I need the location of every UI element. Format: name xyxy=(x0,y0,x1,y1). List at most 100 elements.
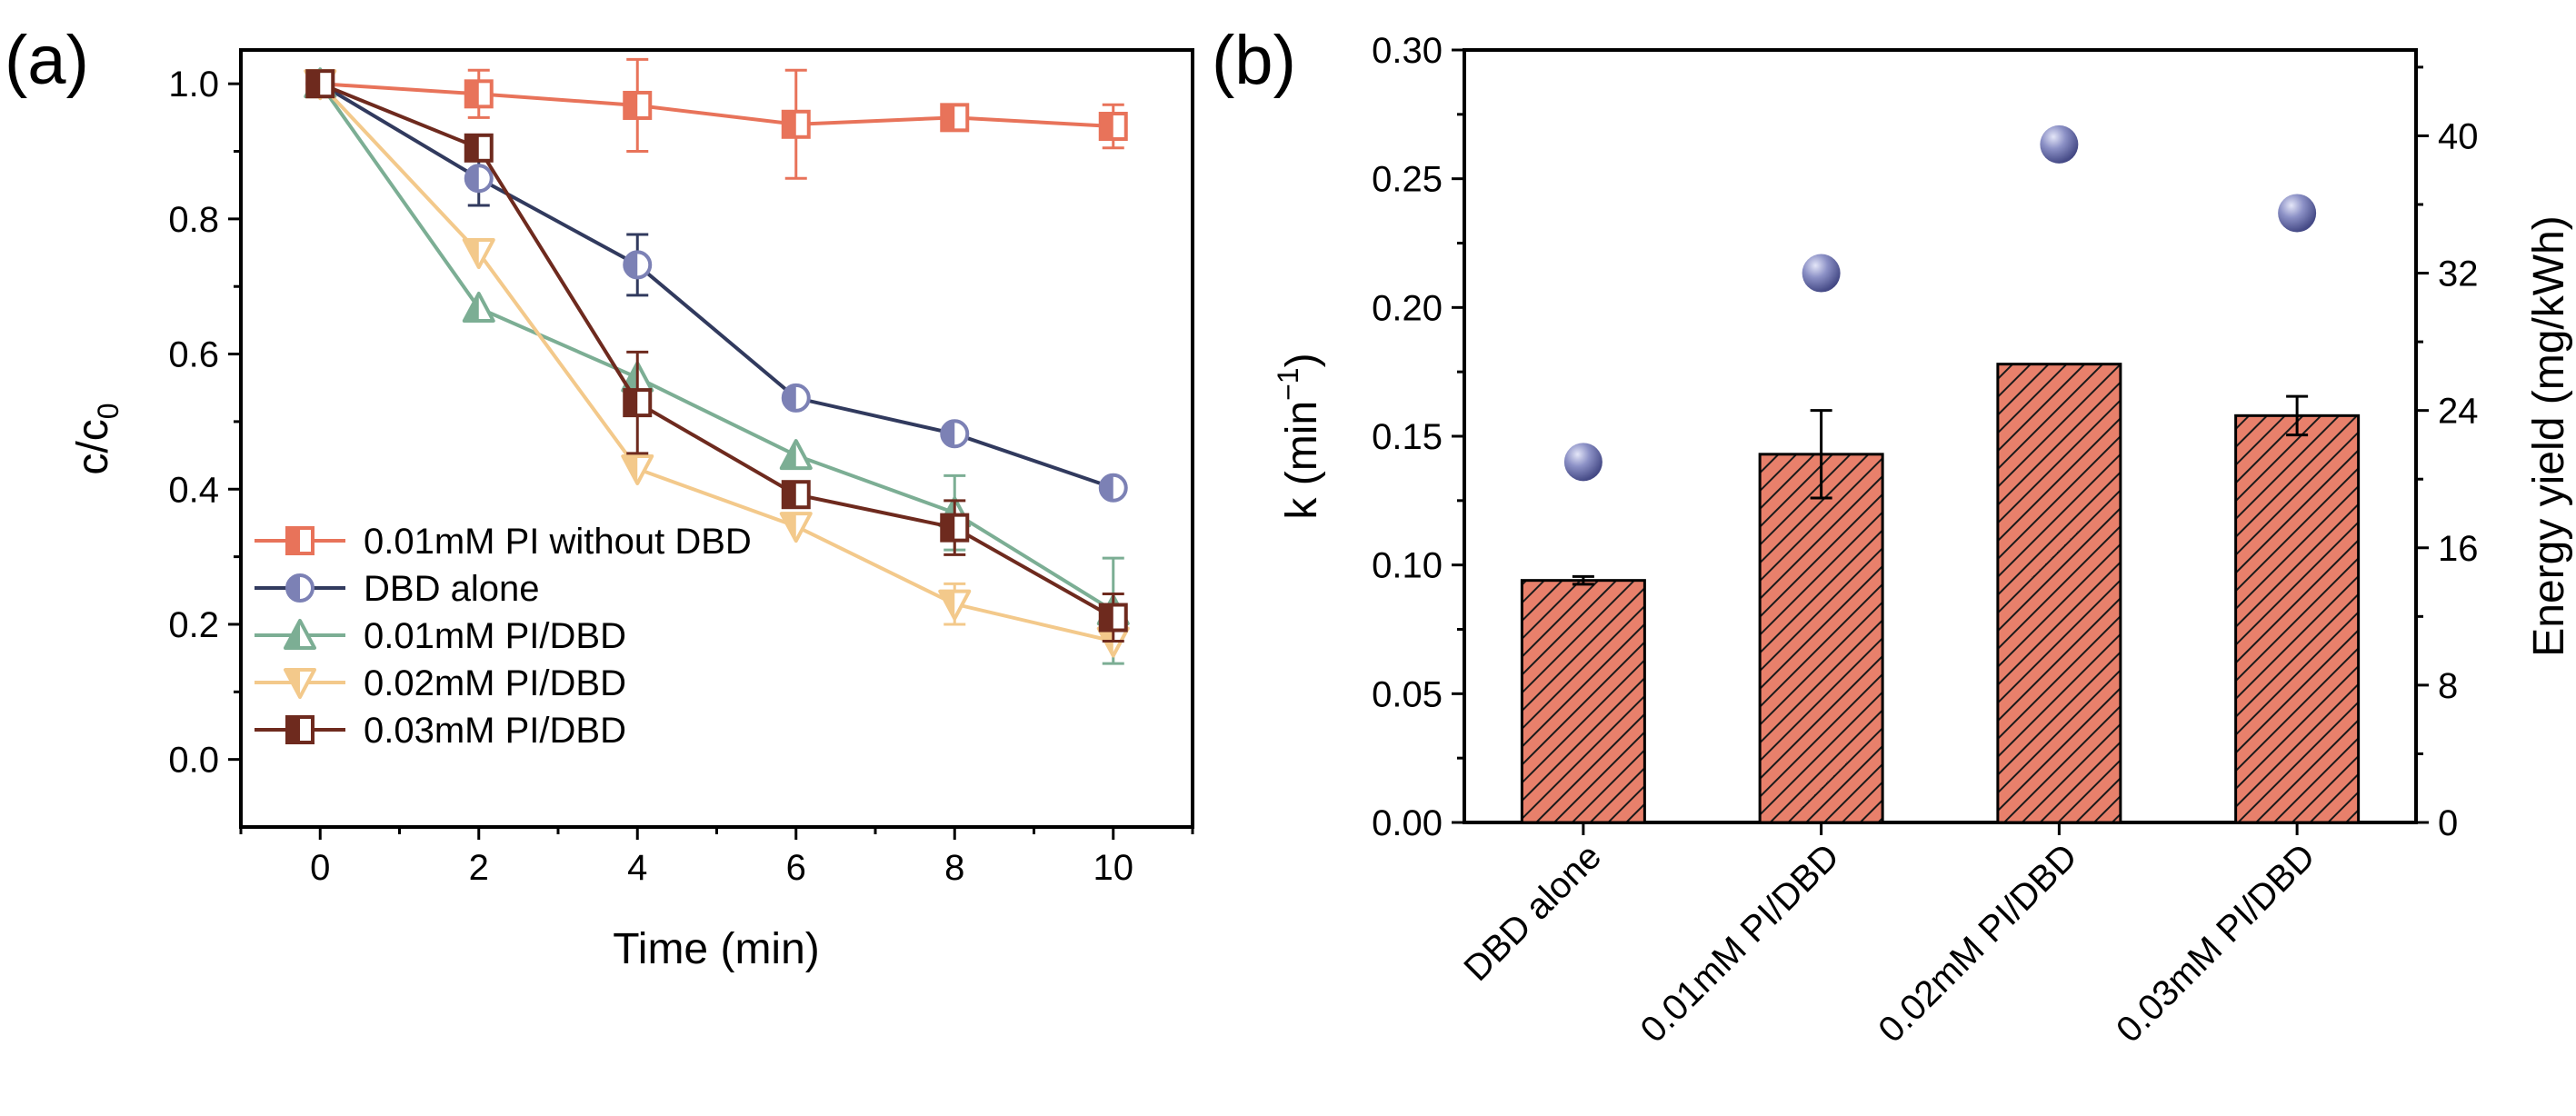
marker-square-half xyxy=(287,717,300,742)
marker-circle-half xyxy=(624,252,638,278)
chart-a-y-axis-label: c/c0 xyxy=(69,403,125,474)
chart-a-panel-label: (a) xyxy=(5,22,89,99)
x-tick-label: 0.03mM PI/DBD xyxy=(2109,836,2322,1050)
marker-circle-half xyxy=(783,384,796,411)
energy-yield-point xyxy=(1563,443,1603,482)
chart-b-right-y-axis-label: Energy yield (mg/kWh) xyxy=(2525,215,2573,656)
marker-square-half xyxy=(942,514,955,541)
left-y-tick-label: 0.15 xyxy=(1372,417,1443,457)
marker-square-half xyxy=(1100,114,1113,140)
marker-square-half xyxy=(307,71,321,97)
energy-yield-point xyxy=(2040,125,2079,164)
series-line xyxy=(320,82,1113,129)
y-tick-label: 0.4 xyxy=(168,470,219,510)
legend-item: 0.03mM PI/DBD xyxy=(255,711,626,751)
x-tick-label: 2 xyxy=(469,848,489,888)
marker-square-half xyxy=(783,111,796,137)
energy-yield-point xyxy=(2278,194,2317,233)
series-1 xyxy=(305,69,1128,503)
legend-label: 0.02mM PI/DBD xyxy=(364,663,626,703)
marker-square-half xyxy=(287,528,300,553)
marker-triangle-half xyxy=(285,621,300,648)
chart-b-left-y-label-end: ) xyxy=(1278,353,1326,367)
legend-item: 0.02mM PI/DBD xyxy=(255,663,626,703)
y-tick-label: 0.0 xyxy=(168,741,219,781)
chart-b: (b) k (min−1) Energy yield (mg/kWh) 0.00… xyxy=(1212,22,2573,1051)
marker-square-half xyxy=(942,105,955,131)
marker-square-half xyxy=(465,81,479,107)
marker-square-half xyxy=(1100,604,1113,631)
y-tick-label: 0.2 xyxy=(168,605,219,645)
x-tick-label: 4 xyxy=(627,848,647,888)
left-y-tick-label: 0.20 xyxy=(1372,288,1443,328)
legend-item: 0.01mM PI without DBD xyxy=(255,522,752,562)
marker-triangle-half xyxy=(285,670,300,697)
chart-a-x-ticks: 0 2 4 6 8 10 xyxy=(239,827,1194,888)
series-line xyxy=(318,83,1114,613)
k-bar xyxy=(1758,453,1884,824)
marker-square-half xyxy=(465,135,479,161)
marker-triangle-half xyxy=(464,240,479,268)
marker-square-half xyxy=(624,390,638,416)
energy-yield-point xyxy=(1802,254,1841,293)
chart-b-left-y-label-main: k (min xyxy=(1278,401,1326,520)
right-y-tick-label: 32 xyxy=(2438,254,2479,294)
legend-item: DBD alone xyxy=(255,569,539,609)
chart-a: (a) Time (min) c/c0 0 2 4 6 8 10 0.00.20.40.6… xyxy=(5,22,1194,973)
chart-a-y-ticks: 0.0 0.2 0.4 0.6 0.8 1.0 xyxy=(168,65,241,781)
y-tick-label: 0.8 xyxy=(168,200,219,240)
marker-circle-half xyxy=(942,421,955,447)
right-y-tick-label: 8 xyxy=(2438,666,2458,706)
marker-triangle-half xyxy=(781,513,796,542)
k-bar xyxy=(1520,579,1646,824)
marker-triangle-half xyxy=(940,591,955,619)
left-y-tick-label: 0.30 xyxy=(1372,31,1443,71)
series-line xyxy=(318,82,1114,643)
y-tick-label: 0.6 xyxy=(168,335,219,375)
k-bar xyxy=(1996,363,2122,824)
chart-a-x-axis-label: Time (min) xyxy=(613,925,820,973)
right-y-tick-label: 16 xyxy=(2438,529,2479,569)
chart-b-panel-label: (b) xyxy=(1212,22,1296,99)
series-0 xyxy=(305,57,1128,180)
x-tick-label: DBD alone xyxy=(1456,836,1609,989)
chart-b-energy-points xyxy=(1563,125,2317,482)
marker-triangle-half xyxy=(623,455,638,483)
chart-a-series xyxy=(304,57,1130,665)
x-tick-label: 0.01mM PI/DBD xyxy=(1633,836,1847,1050)
chart-a-y-axis-label-sub: 0 xyxy=(92,403,125,419)
marker-circle-half xyxy=(287,575,300,601)
chart-b-x-ticks: DBD alone 0.01mM PI/DBD 0.02mM PI/DBD 0.03m… xyxy=(1456,822,2322,1051)
chart-b-left-y-axis-label: k (min−1) xyxy=(1272,353,1326,519)
left-y-tick-label: 0.05 xyxy=(1372,674,1443,714)
series-line xyxy=(319,82,1114,620)
k-bar xyxy=(2234,414,2361,824)
right-y-tick-label: 24 xyxy=(2438,392,2479,432)
marker-square-half xyxy=(624,92,638,118)
right-y-tick-label: 40 xyxy=(2438,116,2479,156)
x-tick-label: 10 xyxy=(1093,848,1134,888)
marker-circle-half xyxy=(1100,474,1113,501)
x-tick-label: 6 xyxy=(786,848,806,888)
chart-a-y-axis-label-main: c/c xyxy=(69,419,117,474)
x-tick-label: 0.02mM PI/DBD xyxy=(1871,836,2084,1050)
legend-label: 0.01mM PI without DBD xyxy=(364,522,752,562)
chart-b-left-y-label-sup: −1 xyxy=(1272,367,1304,400)
series-line xyxy=(319,82,1114,490)
legend-item: 0.01mM PI/DBD xyxy=(255,616,626,656)
legend-label: 0.01mM PI/DBD xyxy=(364,616,626,656)
left-y-tick-label: 0.10 xyxy=(1372,546,1443,586)
x-tick-label: 8 xyxy=(944,848,964,888)
x-tick-label: 0 xyxy=(310,848,330,888)
marker-triangle-half xyxy=(781,441,796,469)
chart-a-legend: 0.01mM PI without DBD DBD alone 0.01mM PI/… xyxy=(255,522,752,751)
left-y-tick-label: 0.00 xyxy=(1372,803,1443,843)
series-4 xyxy=(305,69,1128,643)
marker-circle-half xyxy=(465,165,479,192)
chart-b-right-y-ticks: 0 8 16 24 32 40 xyxy=(2416,65,2479,843)
legend-label: 0.03mM PI/DBD xyxy=(364,711,626,751)
marker-triangle-half xyxy=(464,294,479,322)
legend-label: DBD alone xyxy=(364,569,539,609)
marker-square-half xyxy=(783,482,796,508)
